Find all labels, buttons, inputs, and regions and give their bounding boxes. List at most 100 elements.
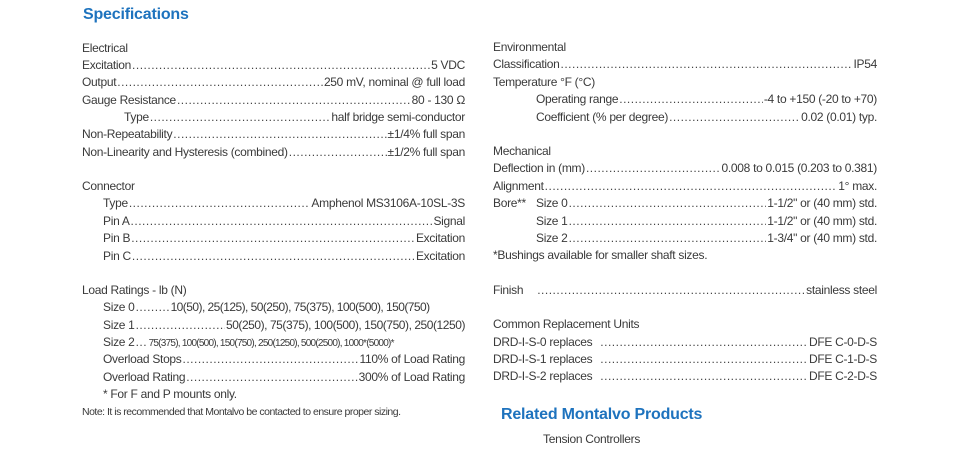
spec-row-deflection: Deflection in (mm) 0.008 to 0.015 (0.203 … (493, 161, 877, 175)
specifications-heading: Specifications (83, 6, 189, 23)
row-label: Non-Repeatability (82, 127, 173, 141)
spec-row-pin-b: Pin B Excitation (103, 231, 465, 245)
related-product-link[interactable]: Tension Controllers (543, 432, 641, 446)
leader-dots (136, 300, 170, 314)
spec-row-connector-type: Type Amphenol MS3106A-10SL-3S (103, 196, 465, 210)
row-value: 1° max. (838, 179, 877, 193)
row-label: Non-Linearity and Hysteresis (combined) (82, 145, 288, 159)
row-value: Signal (433, 214, 465, 228)
row-value: 80 - 130 Ω (411, 93, 466, 107)
row-label: Overload Stops (103, 352, 182, 366)
spec-row-replacement-1: DRD-I-S-1 replaces DFE C-1-D-S (493, 352, 877, 366)
row-value: 1-1/2" or (40 mm) std. (767, 214, 877, 228)
leader-dots (129, 196, 311, 210)
row-label: Excitation (82, 58, 132, 72)
row-value: 1-1/2" or (40 mm) std. (767, 196, 877, 210)
spec-row-replacement-0: DRD-I-S-0 replaces DFE C-0-D-S (493, 335, 877, 349)
row-value: Excitation (415, 231, 465, 245)
spec-row-bore-size2: Size 2 1-3/4" or (40 mm) std. (536, 231, 877, 245)
leader-dots (173, 127, 386, 141)
temperature-title: Temperature °F (°C) (493, 75, 595, 89)
mechanical-title: Mechanical (493, 144, 551, 158)
spec-row-non-repeatability: Non-Repeatability ±1/4% full span (82, 127, 465, 141)
row-label: Output (82, 75, 117, 89)
row-value: 75(375), 100(500), 150(750), 250(1250), … (148, 338, 395, 349)
row-label: Size 1 (103, 318, 135, 332)
leader-dots (132, 58, 430, 72)
row-label: Pin C (103, 249, 131, 263)
spec-row-size2: Size 2 75(375), 100(500), 150(750), 250(1… (103, 335, 465, 349)
row-label: Size 0 (536, 196, 568, 210)
electrical-title: Electrical (82, 41, 128, 55)
row-value: 1-3/4" or (40 mm) std. (767, 231, 877, 245)
row-value: half bridge semi-conductor (331, 110, 465, 124)
row-label: Operating range (536, 92, 619, 106)
row-label: DRD-I-S-0 replaces (493, 335, 593, 349)
load-ratings-title: Load Ratings - lb (N) (82, 283, 187, 297)
leader-dots (600, 352, 808, 366)
row-label: DRD-I-S-1 replaces (493, 352, 593, 366)
sizing-note: Note: It is recommended that Montalvo be… (82, 406, 401, 418)
row-value: DFE C-2-D-S (808, 369, 877, 383)
leader-dots (183, 352, 359, 366)
connector-title: Connector (82, 179, 135, 193)
row-value: ±1/2% full span (387, 145, 466, 159)
row-label: Size 1 (536, 214, 568, 228)
leader-dots (586, 161, 721, 175)
row-value: 300% of Load Rating (358, 370, 466, 384)
row-value: -4 to +150 (-20 to +70) (763, 92, 877, 106)
spec-row-bore-size1: Size 1 1-1/2" or (40 mm) std. (536, 214, 877, 228)
spec-row-output: Output 250 mV, nominal @ full load (82, 75, 465, 89)
row-value: 0.02 (0.01) typ. (801, 110, 877, 124)
spec-row-overload-rating: Overload Rating 300% of Load Rating (103, 370, 465, 384)
bore-label: Bore** (493, 196, 526, 210)
row-value: 110% of Load Rating (359, 352, 466, 366)
leader-dots (537, 283, 805, 297)
leader-dots (561, 57, 853, 71)
row-value: 250 mV, nominal @ full load (323, 75, 465, 89)
leader-dots (569, 214, 767, 228)
leader-dots (669, 110, 800, 124)
spec-row-excitation: Excitation 5 VDC (82, 58, 465, 72)
leader-dots (177, 93, 411, 107)
leader-dots (600, 369, 808, 383)
spec-row-size0: Size 0 10(50), 25(125), 50(250), 75(375),… (103, 300, 465, 314)
row-label: Size 0 (103, 300, 135, 314)
row-label: Pin B (103, 231, 131, 245)
leader-dots (600, 335, 808, 349)
spec-row-size1: Size 1 50(250), 75(375), 100(500), 150(75… (103, 318, 465, 332)
leader-dots (186, 370, 357, 384)
leader-dots (289, 145, 387, 159)
replacement-title: Common Replacement Units (493, 317, 640, 331)
spec-row-coefficient: Coefficient (% per degree) 0.02 (0.01) ty… (536, 110, 877, 124)
row-value: 5 VDC (431, 58, 465, 72)
spec-row-pin-c: Pin C Excitation (103, 249, 465, 263)
environmental-title: Environmental (493, 40, 566, 54)
row-value: DFE C-1-D-S (808, 352, 877, 366)
leader-dots (569, 231, 767, 245)
leader-dots (150, 110, 331, 124)
spec-row-overload-stops: Overload Stops 110% of Load Rating (103, 352, 465, 366)
leader-dots (569, 196, 767, 210)
row-value: 0.008 to 0.015 (0.203 to 0.381) (721, 161, 878, 175)
row-label: Coefficient (% per degree) (536, 110, 669, 124)
row-label: Deflection in (mm) (493, 161, 585, 175)
leader-dots (136, 318, 225, 332)
row-label: Finish (493, 283, 524, 297)
row-value: Excitation (415, 249, 465, 263)
leader-dots (545, 179, 838, 193)
row-label: Type (103, 196, 128, 210)
row-value: stainless steel (806, 283, 877, 297)
row-value: ±1/4% full span (387, 127, 466, 141)
row-label: Size 2 (536, 231, 568, 245)
row-value: IP54 (853, 57, 878, 71)
row-label: Classification (493, 57, 560, 71)
leader-dots (131, 231, 415, 245)
bushings-note: *Bushings available for smaller shaft si… (493, 248, 708, 262)
spec-row-pin-a: Pin A Signal (103, 214, 465, 228)
spec-row-classification: Classification IP54 (493, 57, 877, 71)
row-label: DRD-I-S-2 replaces (493, 369, 593, 383)
row-value: DFE C-0-D-S (808, 335, 877, 349)
row-label: Overload Rating (103, 370, 186, 384)
spec-row-finish: Finish stainless steel (493, 283, 877, 297)
